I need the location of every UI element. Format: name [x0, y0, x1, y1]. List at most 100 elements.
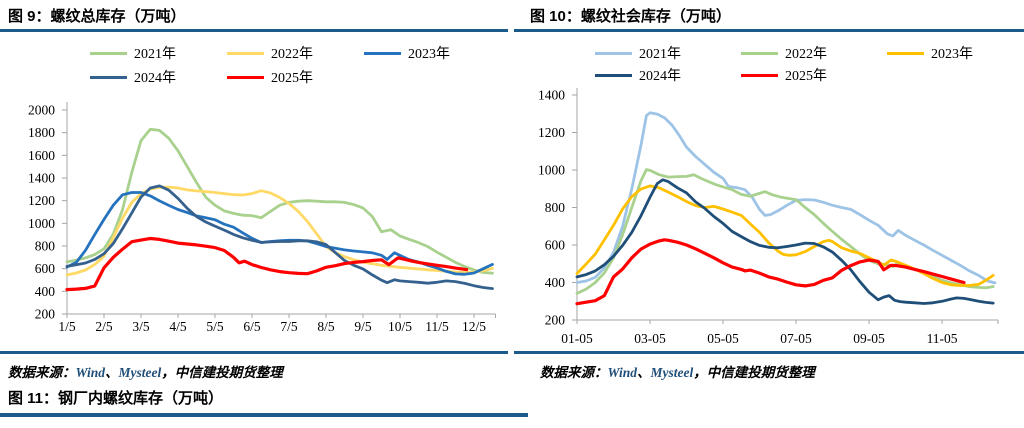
x-tick-label: 5/5: [206, 319, 224, 334]
figure10-title-divider: [514, 29, 1024, 32]
legend-label: 2025年: [271, 71, 313, 86]
x-tick-label: 3/5: [132, 319, 150, 334]
figure10-line-chart: 200 400 600 800 1000 1200 1400 01-05 03-05 05-05 0…: [538, 88, 999, 346]
legend-item-2021: 2021年: [595, 43, 741, 63]
y-tick-label: 1600: [28, 148, 55, 163]
legend-label: 2021年: [134, 47, 176, 62]
x-tick-label: 03-05: [634, 331, 666, 346]
legend-item-2022: 2022年: [741, 43, 887, 63]
series-line-2021年: [65, 127, 494, 275]
legend-line-icon: [227, 75, 264, 79]
series-line-2025年: [575, 238, 966, 306]
figure10-source-note: 数据来源：Wind、Mysteel，中信建投期货整理: [540, 361, 815, 381]
legend-item-2023: 2023年: [364, 43, 501, 63]
y-tick-label: 800: [35, 239, 56, 254]
series-line-2024年: [65, 184, 494, 291]
y-tick-label: 1200: [28, 193, 55, 208]
y-tick-label: 2000: [28, 103, 55, 118]
y-tick-label: 200: [545, 313, 566, 328]
series-line-2023年: [575, 184, 995, 287]
legend-label: 2025年: [785, 69, 827, 84]
figure10-title: 图 10：螺纹社会库存（万吨）: [530, 8, 731, 25]
x-tick-label: 4/5: [169, 319, 187, 334]
x-tick-label: 12/5: [462, 319, 486, 334]
x-tick-label: 01-05: [561, 331, 593, 346]
figure9-panel: 图 9：螺纹总库存（万吨） 2021年 2022年 2023年 2024年: [0, 0, 528, 428]
figure9-title-divider: [0, 29, 508, 32]
y-tick-label: 400: [35, 284, 56, 299]
source-separator: 、: [637, 365, 651, 380]
x-tick-label: 1/5: [58, 319, 76, 334]
x-tick-label: 10/5: [388, 319, 412, 334]
series-line-2025年: [65, 236, 469, 292]
legend-line-icon: [741, 51, 778, 55]
series-line-2021年: [575, 111, 997, 285]
y-tick-label: 1200: [538, 125, 565, 140]
x-tick-label: 05-05: [707, 331, 739, 346]
figure9-legend-row-2: 2024年 2025年: [0, 68, 364, 86]
source-prefix: 数据来源：: [540, 365, 608, 380]
legend-line-icon: [364, 51, 401, 55]
x-tick-label: 09-05: [853, 331, 885, 346]
x-tick-label: 11-05: [927, 331, 958, 346]
figure10-bottom-divider: [514, 351, 1024, 354]
legend-line-icon: [741, 73, 778, 77]
legend-line-icon: [90, 75, 127, 79]
legend-label: 2021年: [639, 47, 681, 62]
legend-item-2025: 2025年: [741, 65, 887, 85]
figure9-legend-row-1: 2021年 2022年 2023年: [0, 44, 501, 62]
legend-item-2021: 2021年: [90, 43, 227, 63]
figure9-title: 图 9：螺纹总库存（万吨）: [8, 8, 186, 25]
series-line-2022年: [65, 185, 494, 277]
source-separator: 、: [105, 365, 119, 380]
y-tick-label: 200: [35, 307, 56, 322]
legend-item-2025: 2025年: [227, 67, 364, 87]
legend-line-icon: [90, 51, 127, 55]
y-tick-label: 800: [545, 200, 566, 215]
figure11-title: 图 11：钢厂内螺纹库存（万吨）: [8, 390, 224, 407]
figure10-legend-row-2: 2024年 2025年: [514, 66, 887, 84]
source-wind: Wind: [607, 365, 638, 380]
y-tick-label: 600: [545, 238, 566, 253]
legend-item-2024: 2024年: [595, 65, 741, 85]
legend-label: 2024年: [639, 69, 681, 84]
legend-label: 2023年: [408, 47, 450, 62]
x-tick-label: 6/5: [243, 319, 261, 334]
legend-line-icon: [227, 51, 264, 55]
x-tick-label: 07-05: [780, 331, 812, 346]
figure9-line-chart: 200 400 600 800 1000 1200 1400 1600 1800 2000 1/5 2…: [28, 102, 496, 334]
y-tick-label: 1000: [538, 163, 565, 178]
figure9-source-note: 数据来源：Wind、Mysteel，中信建投期货整理: [8, 361, 283, 381]
source-suffix: ，中信建投期货整理: [693, 365, 815, 380]
y-tick-label: 400: [545, 275, 566, 290]
legend-line-icon: [887, 51, 924, 55]
source-wind: Wind: [75, 365, 106, 380]
legend-line-icon: [595, 51, 632, 55]
figure10-legend-row-1: 2021年 2022年 2023年: [514, 44, 1024, 62]
legend-label: 2022年: [785, 47, 827, 62]
legend-label: 2022年: [271, 47, 313, 62]
y-tick-label: 600: [35, 261, 56, 276]
figure10-panel: 图 10：螺纹社会库存（万吨） 2021年 2022年 2023年 2024年: [514, 0, 1024, 428]
source-prefix: 数据来源：: [8, 365, 76, 380]
x-tick-label: 2/5: [95, 319, 113, 334]
y-tick-label: 1000: [28, 216, 55, 231]
legend-item-2023: 2023年: [887, 43, 1024, 63]
source-mysteel: Mysteel: [118, 365, 162, 380]
x-tick-label: 7/5: [280, 319, 298, 334]
legend-label: 2024年: [134, 71, 176, 86]
figure11-title-divider: [0, 413, 528, 417]
legend-label: 2023年: [931, 47, 973, 62]
x-tick-label: 9/5: [354, 319, 372, 334]
legend-item-2022: 2022年: [227, 43, 364, 63]
source-suffix: ，中信建投期货整理: [161, 365, 283, 380]
y-tick-label: 1400: [28, 171, 55, 186]
source-mysteel: Mysteel: [650, 365, 694, 380]
series-line-2024年: [575, 178, 995, 305]
y-tick-label: 1400: [538, 88, 565, 103]
legend-line-icon: [595, 73, 632, 77]
x-tick-label: 11/5: [425, 319, 449, 334]
y-tick-label: 1800: [28, 125, 55, 140]
figure9-bottom-divider: [0, 351, 508, 354]
